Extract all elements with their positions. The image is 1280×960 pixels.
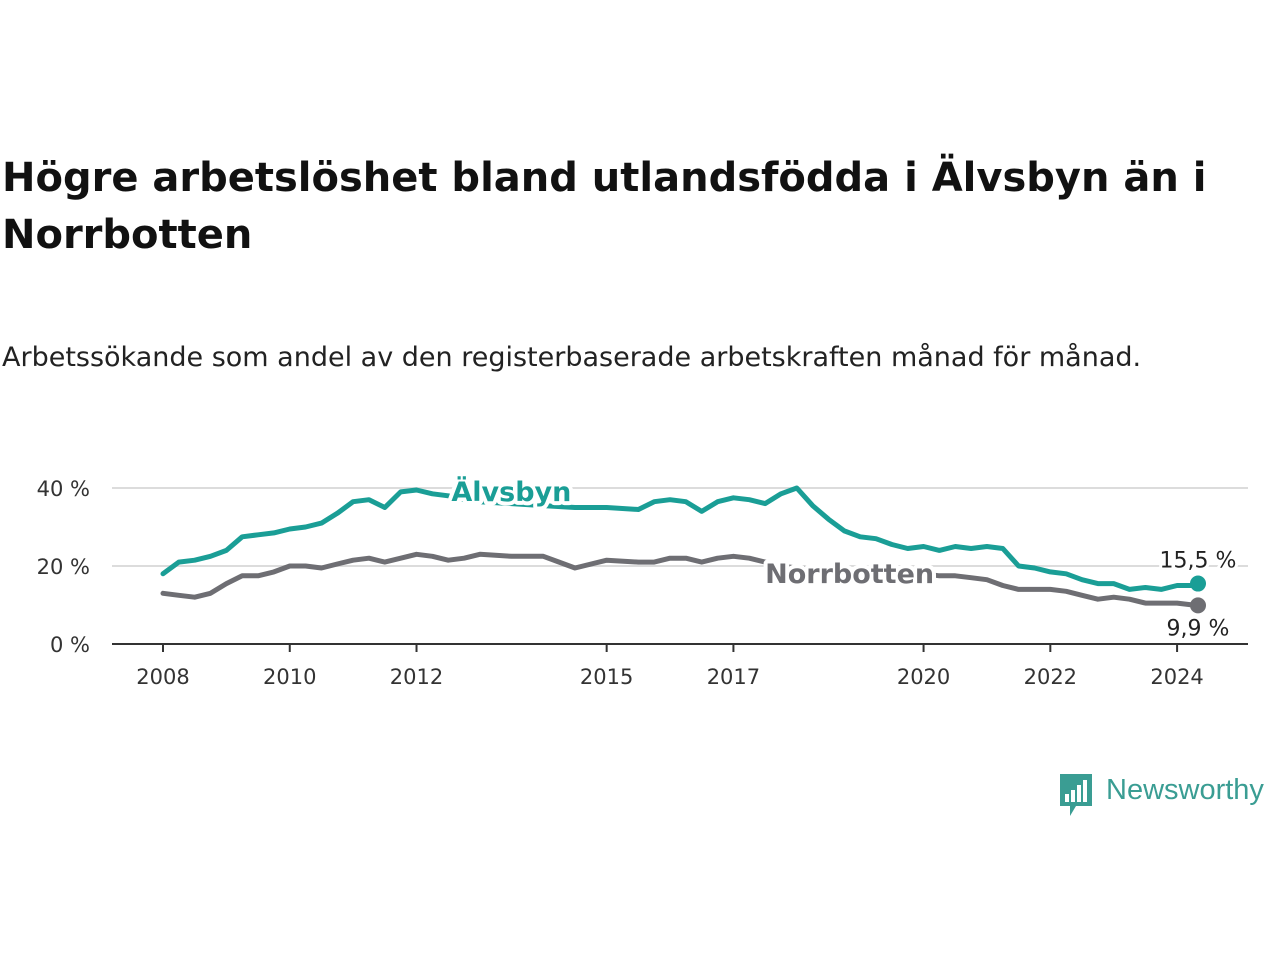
series-line-alvsbyn (160, 485, 1201, 592)
chart-title: Högre arbetslöshet bland utlandsfödda i … (2, 155, 1207, 258)
series-labels: Älvsbyn Norrbotten 15,5 % 9,9 % (447, 472, 1239, 644)
series-label: Norrbotten (765, 559, 934, 590)
y-tick-label: 0 % (50, 633, 90, 657)
end-value-label: 9,9 % (1167, 616, 1230, 641)
end-value-label: 15,5 % (1160, 549, 1237, 574)
x-tick-label: 2008 (136, 665, 189, 689)
x-tick-label: 2024 (1150, 665, 1203, 689)
y-tick-label: 40 % (37, 477, 90, 501)
series-end-marker (1190, 597, 1206, 614)
brand-name: Newsworthy (1106, 774, 1264, 806)
x-tick-label: 2010 (263, 665, 316, 689)
series-line-norrbotten (160, 551, 1201, 608)
line-chart: 0 % 20 % 40 % 2008 2010 2012 2015 2017 2020 2022 2… (37, 472, 1248, 689)
newsworthy-bar-chart-logo-icon (1060, 774, 1092, 816)
newsworthy-logo[interactable]: Newsworthy (1058, 772, 1280, 820)
y-tick-label: 20 % (37, 555, 90, 579)
series-end-marker (1190, 575, 1206, 592)
x-tick-label: 2022 (1024, 665, 1077, 689)
x-tick-label: 2020 (897, 665, 950, 689)
series-label: Älvsbyn (451, 476, 571, 508)
x-tick-label: 2012 (390, 665, 443, 689)
chart-subtitle: Arbetssökande som andel av den registerb… (2, 342, 1142, 373)
x-tick-label: 2017 (707, 665, 760, 689)
axes: 0 % 20 % 40 % 2008 2010 2012 2015 2017 2020 2022 2… (37, 477, 1248, 689)
x-tick-label: 2015 (580, 665, 633, 689)
series-lines (160, 485, 1206, 614)
